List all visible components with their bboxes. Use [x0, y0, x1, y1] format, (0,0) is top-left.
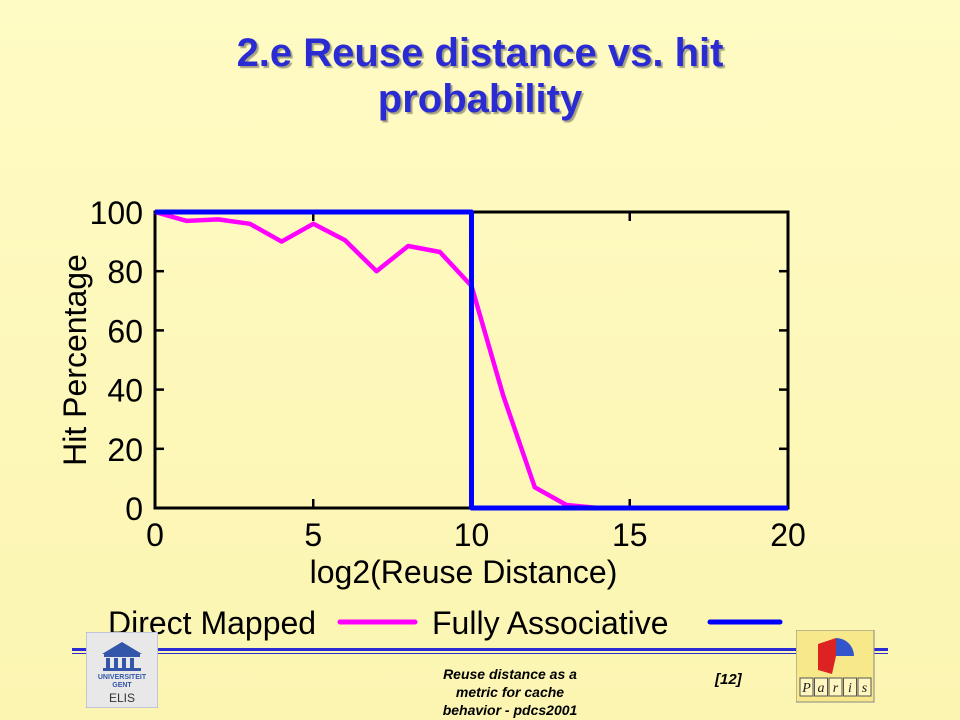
y-tick-label: 80 [107, 254, 143, 290]
footer-caption-line-3: behavior - pdcs2001 [442, 702, 578, 718]
slide-number: [12] [715, 671, 742, 688]
paris-letter: s [862, 681, 868, 696]
series-line-fully-associative [155, 209, 788, 511]
paris-letter: r [833, 681, 839, 696]
paris-letter: i [848, 681, 852, 696]
footer-divider [72, 648, 888, 651]
slide-title: 2.e Reuse distance vs. hit probability [0, 30, 960, 122]
x-tick-label: 20 [770, 517, 806, 553]
slide-title-line-2: probability [377, 77, 583, 121]
footer-caption-line-2: metric for cache [455, 684, 565, 700]
y-axis-label: Hit Percentage [57, 254, 93, 466]
footer-divider-thin [72, 653, 888, 654]
y-tick-label: 40 [107, 373, 143, 409]
logo-left-line-1: UNIVERSITEIT [98, 674, 147, 681]
paris-letter-box [828, 677, 843, 697]
y-tick-label: 20 [107, 432, 143, 468]
y-tick-label: 0 [125, 491, 143, 527]
paris-letter-box [857, 677, 872, 697]
legend-label: Fully Associative [432, 605, 669, 641]
paris-letter: P [801, 681, 811, 696]
ugent-elis-logo: UNIVERSITEIT GENT ELIS [85, 631, 159, 713]
paris-letter: a [818, 681, 825, 696]
x-tick-label: 10 [454, 517, 490, 553]
paris-letter-box [814, 677, 828, 697]
slide-title-line-1: 2.e Reuse distance vs. hit [236, 31, 724, 75]
x-tick-label: 0 [146, 517, 164, 553]
university-building-icon: UNIVERSITEIT GENT ELIS [85, 631, 159, 709]
logo-left-line-2: GENT [112, 682, 132, 689]
x-tick-label: 5 [304, 517, 322, 553]
x-axis-label: log2(Reuse Distance) [310, 554, 618, 590]
paris-letter-box [799, 677, 814, 697]
x-tick-label: 15 [612, 517, 648, 553]
paris-letter-box [843, 677, 857, 697]
y-tick-label: 100 [90, 195, 143, 231]
footer-caption: Reuse distance as a metric for cache beh… [410, 665, 610, 719]
y-tick-label: 60 [107, 313, 143, 349]
footer-caption-line-1: Reuse distance as a [443, 666, 577, 682]
logo-left-line-3: ELIS [109, 691, 135, 705]
